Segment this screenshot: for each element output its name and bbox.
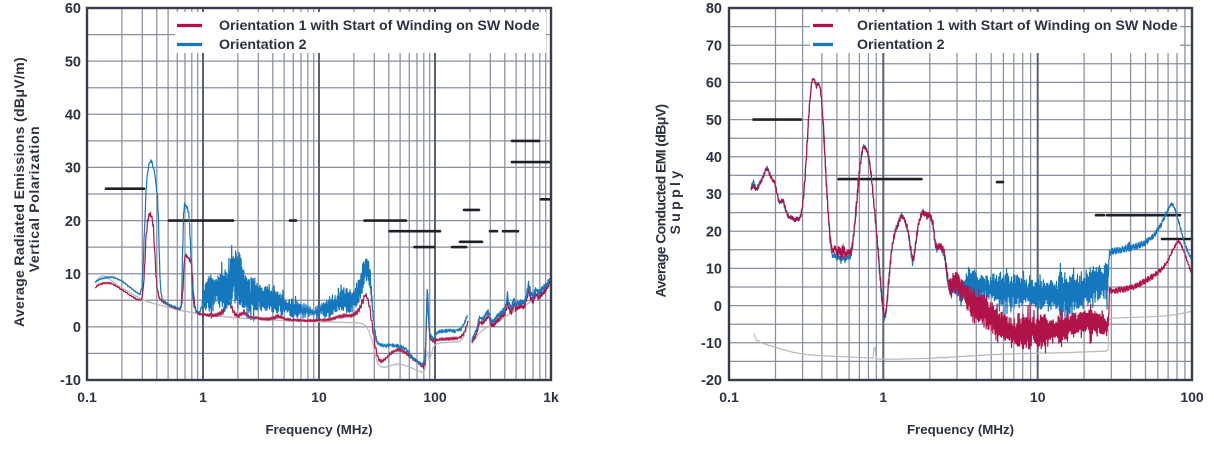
svg-text:30: 30 — [706, 187, 722, 203]
svg-text:Orientation 2: Orientation 2 — [219, 37, 307, 53]
svg-text:-20: -20 — [701, 373, 722, 389]
svg-text:80: 80 — [706, 1, 722, 17]
svg-text:60: 60 — [706, 76, 722, 92]
svg-text:50: 50 — [706, 113, 722, 129]
svg-text:60: 60 — [65, 1, 81, 17]
svg-text:10: 10 — [1030, 389, 1046, 405]
svg-text:Average Radiated Emissions (dB: Average Radiated Emissions (dBμV/m) — [11, 57, 27, 327]
svg-text:Average Conducted EMI (dBμV): Average Conducted EMI (dBμV) — [653, 105, 669, 298]
svg-text:100: 100 — [423, 389, 447, 405]
svg-text:1: 1 — [199, 389, 207, 405]
svg-text:-10: -10 — [701, 336, 722, 352]
svg-text:Vertical Polarization: Vertical Polarization — [26, 126, 42, 273]
svg-text:10: 10 — [311, 389, 327, 405]
svg-text:0.1: 0.1 — [719, 389, 739, 405]
svg-text:Supply: Supply — [667, 167, 683, 234]
svg-text:1: 1 — [879, 389, 887, 405]
svg-text:1k: 1k — [543, 389, 559, 405]
svg-text:10: 10 — [706, 262, 722, 278]
svg-text:Frequency (MHz): Frequency (MHz) — [907, 422, 1014, 437]
svg-text:20: 20 — [706, 224, 722, 240]
svg-text:0: 0 — [714, 299, 722, 315]
svg-text:20: 20 — [65, 214, 81, 230]
svg-text:0: 0 — [73, 320, 81, 336]
svg-text:Orientation 1 with Start of Wi: Orientation 1 with Start of Winding on S… — [857, 18, 1178, 34]
svg-text:0.1: 0.1 — [77, 389, 97, 405]
svg-text:40: 40 — [706, 150, 722, 166]
svg-text:50: 50 — [65, 54, 81, 70]
svg-text:Orientation 2: Orientation 2 — [857, 37, 945, 53]
svg-text:10: 10 — [65, 267, 81, 283]
svg-text:100: 100 — [1180, 389, 1204, 405]
svg-text:Orientation 1 with Start of Wi: Orientation 1 with Start of Winding on S… — [219, 18, 540, 34]
svg-text:Frequency (MHz): Frequency (MHz) — [265, 422, 372, 437]
svg-text:70: 70 — [706, 38, 722, 54]
svg-text:-10: -10 — [60, 373, 81, 389]
svg-text:40: 40 — [65, 107, 81, 123]
svg-text:30: 30 — [65, 161, 81, 177]
